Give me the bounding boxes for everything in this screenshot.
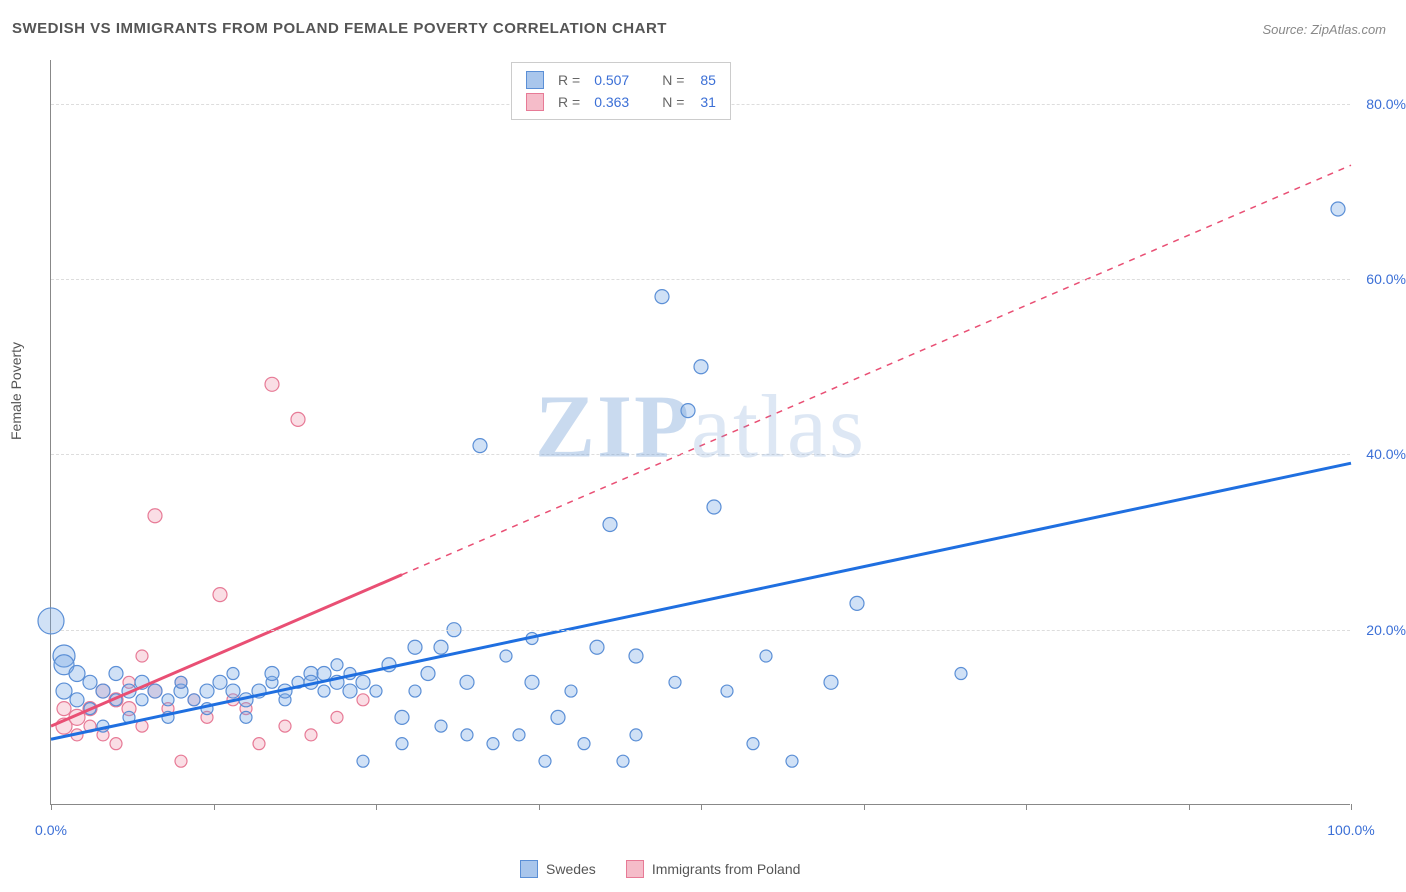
gridline [51,279,1350,280]
swatch-icon [520,860,538,878]
legend-statistics: R = 0.507 N = 85 R = 0.363 N = 31 [511,62,731,120]
plot-area: ZIPatlas R = 0.507 N = 85 R = 0.363 N = … [50,60,1350,805]
y-tick-label: 40.0% [1366,446,1406,462]
x-tick-label: 0.0% [35,822,67,838]
r-label: R = [558,69,580,91]
swatch-icon [526,71,544,89]
source-attribution: Source: ZipAtlas.com [1262,22,1386,37]
n-value: 85 [700,69,716,91]
swatch-icon [626,860,644,878]
x-tick-mark [539,804,540,810]
x-tick-label: 100.0% [1327,822,1374,838]
chart-title: SWEDISH VS IMMIGRANTS FROM POLAND FEMALE… [12,20,667,37]
n-value: 31 [700,91,716,113]
y-tick-label: 60.0% [1366,271,1406,287]
r-label: R = [558,91,580,113]
x-tick-mark [376,804,377,810]
legend-item-swedes: Swedes [520,860,596,878]
legend-series: Swedes Immigrants from Poland [520,860,800,878]
x-tick-mark [1026,804,1027,810]
x-tick-mark [214,804,215,810]
r-value: 0.363 [594,91,644,113]
legend-item-poland: Immigrants from Poland [626,860,801,878]
y-axis-label: Female Poverty [8,342,24,440]
legend-label: Immigrants from Poland [652,861,801,877]
gridline [51,630,1350,631]
x-tick-mark [1351,804,1352,810]
y-tick-label: 20.0% [1366,622,1406,638]
x-tick-mark [51,804,52,810]
n-label: N = [662,91,684,113]
x-tick-mark [1189,804,1190,810]
legend-row-poland: R = 0.363 N = 31 [526,91,716,113]
n-label: N = [662,69,684,91]
correlation-chart: SWEDISH VS IMMIGRANTS FROM POLAND FEMALE… [0,0,1406,892]
x-tick-mark [864,804,865,810]
r-value: 0.507 [594,69,644,91]
x-tick-mark [701,804,702,810]
plot-svg [51,60,1350,804]
legend-label: Swedes [546,861,596,877]
swatch-icon [526,93,544,111]
gridline [51,454,1350,455]
y-tick-label: 80.0% [1366,96,1406,112]
legend-row-swedes: R = 0.507 N = 85 [526,69,716,91]
